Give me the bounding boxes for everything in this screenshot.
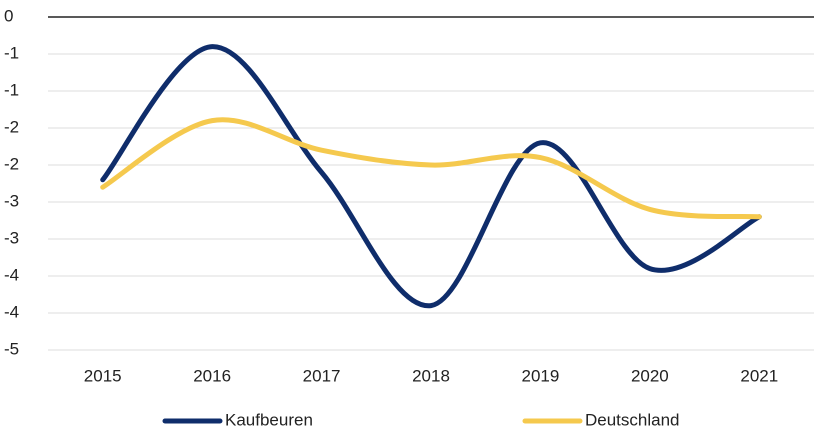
y-tick-label: -5 — [4, 339, 19, 358]
x-tick-label: 2015 — [84, 366, 122, 385]
y-tick-label: -1 — [4, 80, 19, 99]
x-tick-label: 2019 — [522, 366, 560, 385]
y-tick-label: 0 — [4, 6, 13, 25]
y-tick-label: -2 — [4, 154, 19, 173]
y-tick-label: -4 — [4, 302, 19, 321]
x-tick-label: 2020 — [631, 366, 669, 385]
x-tick-label: 2017 — [303, 366, 341, 385]
series-line — [100, 117, 762, 220]
y-tick-label: -4 — [4, 265, 19, 284]
y-tick-label: -3 — [4, 228, 19, 247]
x-tick-label: 2016 — [193, 366, 231, 385]
legend-label: Kaufbeuren — [225, 410, 313, 429]
legend-label: Deutschland — [585, 410, 680, 429]
y-tick-label: -2 — [4, 117, 19, 136]
y-tick-label: -3 — [4, 191, 19, 210]
series-line — [100, 44, 762, 309]
y-tick-label: -1 — [4, 43, 19, 62]
x-tick-label: 2018 — [412, 366, 450, 385]
x-tick-label: 2021 — [740, 366, 778, 385]
